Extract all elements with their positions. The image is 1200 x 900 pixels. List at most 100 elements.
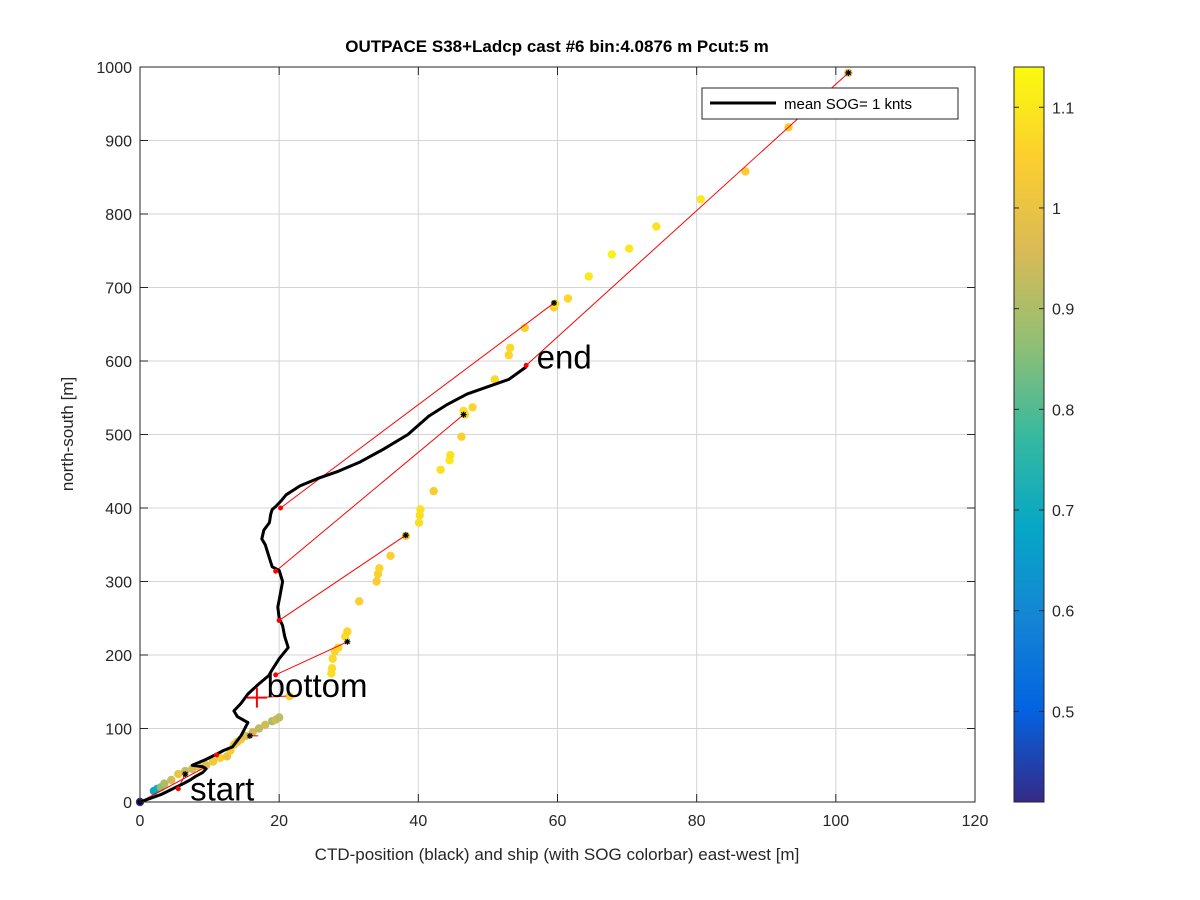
ship-point xyxy=(446,450,455,460)
ship-point xyxy=(354,597,364,606)
ctd-star-marker xyxy=(460,411,467,418)
x-tick-label: 100 xyxy=(822,813,849,830)
legend-entry: mean SOG= 1 knts xyxy=(784,96,912,113)
ship-point xyxy=(584,272,594,281)
ship-point xyxy=(624,244,634,253)
ctd-star-marker xyxy=(182,771,189,778)
colorbar-tick-label: 1 xyxy=(1052,201,1061,218)
ship-point xyxy=(274,713,284,722)
ship-point xyxy=(254,724,264,733)
colorbar-tick-label: 0.6 xyxy=(1052,604,1074,621)
ctd-star-marker xyxy=(246,732,253,739)
ship-point xyxy=(504,350,513,360)
y-tick-label: 0 xyxy=(123,795,132,812)
connection-endpoint xyxy=(175,786,181,792)
ship-point xyxy=(436,465,445,474)
star-stroke xyxy=(403,532,409,538)
x-tick-label: 120 xyxy=(962,813,989,830)
ship-point xyxy=(174,769,183,779)
plot-area: start bottom end 0 20 40 60 80 100 120 0 100 200 300 4… xyxy=(96,60,988,830)
connection-line xyxy=(525,72,849,366)
ship-point xyxy=(160,779,169,788)
ctd-star-marker xyxy=(845,69,852,76)
connection-endpoint xyxy=(214,752,220,758)
star-stroke xyxy=(247,733,253,739)
y-tick-label: 600 xyxy=(105,354,132,371)
ctd-star-marker xyxy=(344,638,351,645)
x-tick-label: 80 xyxy=(688,813,706,830)
star-stroke xyxy=(460,412,467,418)
x-tick-label: 20 xyxy=(270,813,288,830)
ship-point xyxy=(328,654,337,663)
ctd-star-marker xyxy=(551,299,558,306)
y-tick-label: 200 xyxy=(105,648,132,665)
connection-endpoint xyxy=(523,362,529,368)
connection-line xyxy=(139,766,207,803)
x-tick-label: 0 xyxy=(136,813,145,830)
colorbar-tick-label: 1.1 xyxy=(1052,100,1074,117)
ship-point xyxy=(248,727,257,737)
x-tick-label: 40 xyxy=(409,813,427,830)
ship-point xyxy=(167,775,176,785)
bottom-cross-marker xyxy=(246,687,267,708)
ship-point xyxy=(457,432,466,441)
connection-endpoint xyxy=(273,568,279,574)
star-stroke xyxy=(344,639,350,645)
connection-line xyxy=(278,534,407,621)
y-tick-label: 500 xyxy=(105,428,132,445)
ship-point xyxy=(327,664,337,673)
ctd-star-marker xyxy=(402,532,409,539)
y-tick-label: 1000 xyxy=(96,60,132,77)
star-stroke xyxy=(845,70,851,76)
ship-point xyxy=(652,222,661,231)
colorbar-tick-label: 0.9 xyxy=(1052,302,1074,319)
ship-point xyxy=(416,505,425,514)
colorbar: 0.5 0.6 0.7 0.8 0.9 1 1.1 xyxy=(1013,66,1074,803)
y-tick-label: 100 xyxy=(105,722,132,739)
ship-point xyxy=(261,720,270,730)
ship-point xyxy=(372,577,381,586)
annotation-start: start xyxy=(190,771,254,808)
colorbar-tick-label: 0.8 xyxy=(1052,402,1074,419)
colorbar-gradient xyxy=(1013,66,1045,803)
connection-line xyxy=(275,641,348,676)
ship-point xyxy=(429,486,438,496)
colorbar-ticks: 0.5 0.6 0.7 0.8 0.9 1 1.1 xyxy=(1014,100,1074,721)
star-stroke xyxy=(182,771,188,777)
y-axis-label: north-south [m] xyxy=(58,377,77,491)
y-tick-label: 300 xyxy=(105,575,132,592)
ship-point xyxy=(741,167,750,176)
x-tick-label: 60 xyxy=(549,813,567,830)
ship-point xyxy=(208,757,218,766)
ship-point xyxy=(343,627,352,636)
connection-endpoint xyxy=(278,505,284,511)
colorbar-tick-label: 0.5 xyxy=(1052,704,1074,721)
y-tick-label: 900 xyxy=(105,134,132,151)
ship-point xyxy=(505,343,515,352)
annotation-bottom: bottom xyxy=(267,667,368,704)
chart-title: OUTPACE S38+Ladcp cast #6 bin:4.0876 m P… xyxy=(345,37,768,56)
y-tick-label: 400 xyxy=(105,501,132,518)
ship-point xyxy=(468,403,477,412)
connection-line xyxy=(280,302,555,509)
ship-point xyxy=(490,375,500,384)
star-stroke xyxy=(551,300,557,306)
ship-point xyxy=(414,518,424,527)
colorbar-tick-label: 0.7 xyxy=(1052,503,1074,520)
y-tick-label: 800 xyxy=(105,207,132,224)
connection-line xyxy=(275,414,464,572)
ship-point xyxy=(386,551,395,560)
ship-point xyxy=(607,250,616,259)
ship-point xyxy=(285,691,294,701)
ship-point xyxy=(563,294,573,303)
annotation-end: end xyxy=(537,338,592,375)
ship-point xyxy=(375,564,384,573)
ship-point xyxy=(696,195,706,204)
ship-point xyxy=(334,643,343,652)
connection-endpoint xyxy=(273,672,279,678)
connection-endpoint xyxy=(276,617,282,623)
y-tick-label: 700 xyxy=(105,281,132,298)
x-axis-label: CTD-position (black) and ship (with SOG … xyxy=(315,845,800,864)
legend: mean SOG= 1 knts xyxy=(701,87,959,120)
